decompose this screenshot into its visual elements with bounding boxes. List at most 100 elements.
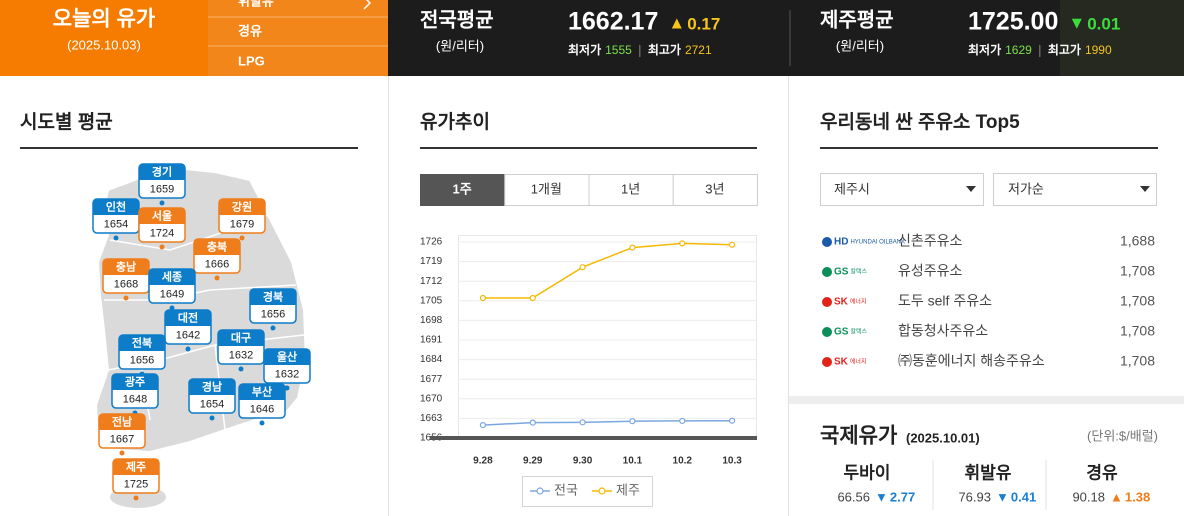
intl-change: 2.77 — [890, 489, 915, 504]
station-price: 1,708 — [1120, 263, 1155, 279]
intl-arrow: ▲ — [1110, 489, 1123, 504]
brand-mark: SK — [834, 297, 849, 308]
tab[interactable] — [672, 174, 758, 206]
region-dot — [123, 295, 129, 301]
header-title: 오늘의 유가 — [53, 8, 156, 31]
intl-date: (2025.10.01) — [906, 430, 980, 445]
select-value[interactable]: 제주시 — [834, 181, 870, 196]
tab-label[interactable]: 1개월 — [531, 181, 562, 196]
region-name: 인천 — [106, 199, 126, 213]
brand-icon — [822, 297, 832, 307]
station-price: 1,688 — [1120, 233, 1155, 249]
region-head — [194, 239, 240, 255]
brand-icon — [822, 327, 832, 337]
y-tick-label: 1705 — [420, 295, 443, 306]
station-name[interactable]: 유성주유소 — [898, 263, 963, 279]
intl-change: 1.38 — [1125, 489, 1150, 504]
tab[interactable] — [420, 174, 506, 206]
region-value: 1725 — [124, 478, 148, 490]
region-value: 1642 — [176, 329, 200, 341]
series-point — [629, 418, 636, 425]
avg-price: 1725.00 — [968, 8, 1058, 36]
avg-max-label: 최고가 — [648, 42, 681, 57]
y-tick-label: 1677 — [420, 374, 443, 385]
region-value: 1632 — [229, 349, 253, 361]
region-value: 1648 — [123, 393, 147, 405]
station-price: 1,708 — [1120, 323, 1155, 339]
region-dot — [185, 346, 191, 352]
region-head — [113, 459, 159, 475]
region-head — [219, 199, 265, 215]
region-name: 대구 — [231, 330, 251, 344]
brand-mark: GS — [834, 267, 849, 278]
region-name: 광주 — [125, 375, 145, 388]
avg-price: 1662.17 — [568, 8, 658, 36]
menu-item[interactable]: 경유 — [238, 23, 262, 38]
select-value[interactable]: 저가순 — [1008, 181, 1044, 196]
region-value: 1679 — [230, 218, 254, 230]
menu-item[interactable]: LPG — [238, 53, 265, 68]
region-head — [119, 335, 165, 351]
series-line — [482, 242, 733, 299]
avg-unit: (원/리터) — [836, 38, 884, 53]
brand-sub: HYUNDAI OILBANK — [850, 240, 905, 246]
intl-name: 경유 — [1086, 463, 1118, 482]
region-value: 1668 — [114, 278, 138, 290]
avg-arrow: ▼ — [1068, 13, 1085, 32]
select-box[interactable] — [820, 173, 984, 206]
intl-name: 휘발유 — [965, 462, 1012, 482]
series-point — [679, 417, 686, 425]
series-point — [728, 241, 736, 248]
brand-icon — [822, 267, 832, 277]
series-point — [579, 264, 586, 271]
tab-label[interactable]: 3년 — [705, 181, 724, 196]
brand-sub: 칼텍스 — [850, 268, 867, 276]
region-dot — [119, 450, 125, 456]
series-point — [529, 294, 536, 302]
region-value: 1654 — [200, 398, 224, 410]
legend-label: 제주 — [616, 482, 640, 497]
region-head — [218, 330, 264, 346]
tab-label[interactable]: 1년 — [621, 181, 640, 196]
x-tick-label: 10.3 — [722, 456, 742, 467]
avg-min: 1555 — [605, 43, 632, 57]
y-tick-label: 1670 — [420, 393, 443, 404]
select-box[interactable] — [993, 173, 1157, 206]
region-head — [250, 289, 296, 305]
region-name: 울산 — [277, 349, 297, 363]
region-name: 서울 — [152, 208, 172, 222]
tab-label[interactable]: 1주 — [453, 181, 472, 196]
menu-item[interactable]: 휘발유 — [238, 0, 274, 8]
avg-min-label: 최저가 — [568, 42, 601, 57]
region-value: 1659 — [150, 183, 174, 195]
brand-mark: HD — [834, 237, 848, 248]
region-value: 1649 — [160, 288, 184, 300]
intl-price: 90.18 — [1072, 489, 1105, 504]
region-dot — [209, 415, 215, 421]
brand-icon — [822, 357, 832, 367]
section-title: 우리동네 싼 주유소 Top5 — [820, 111, 1020, 133]
station-name[interactable]: 신촌주유소 — [898, 233, 963, 249]
intl-unit: (단위:$/배럴) — [1087, 428, 1158, 443]
region-head — [93, 199, 139, 215]
avg-min-label: 최저가 — [968, 42, 1001, 57]
tab[interactable] — [588, 174, 674, 206]
series-point — [479, 294, 487, 302]
series-point — [728, 417, 736, 424]
brand-sub: 에너지 — [850, 358, 867, 366]
station-name[interactable]: 합동청사주유소 — [898, 323, 988, 339]
intl-arrow: ▼ — [875, 489, 888, 504]
station-name[interactable]: ㈜동훈에너지 해송주유소 — [898, 353, 1045, 369]
header-photo — [1060, 0, 1184, 76]
region-head — [139, 208, 185, 224]
region-name: 경기 — [152, 164, 172, 178]
x-axis-bar — [430, 436, 757, 440]
header-brand-bg — [0, 0, 208, 76]
avg-name: 전국평균 — [420, 8, 494, 31]
avg-min: 1629 — [1005, 43, 1032, 57]
station-name[interactable]: 도두 self 주유소 — [898, 293, 992, 309]
region-head — [239, 384, 285, 400]
brand-mark: GS — [834, 327, 849, 338]
